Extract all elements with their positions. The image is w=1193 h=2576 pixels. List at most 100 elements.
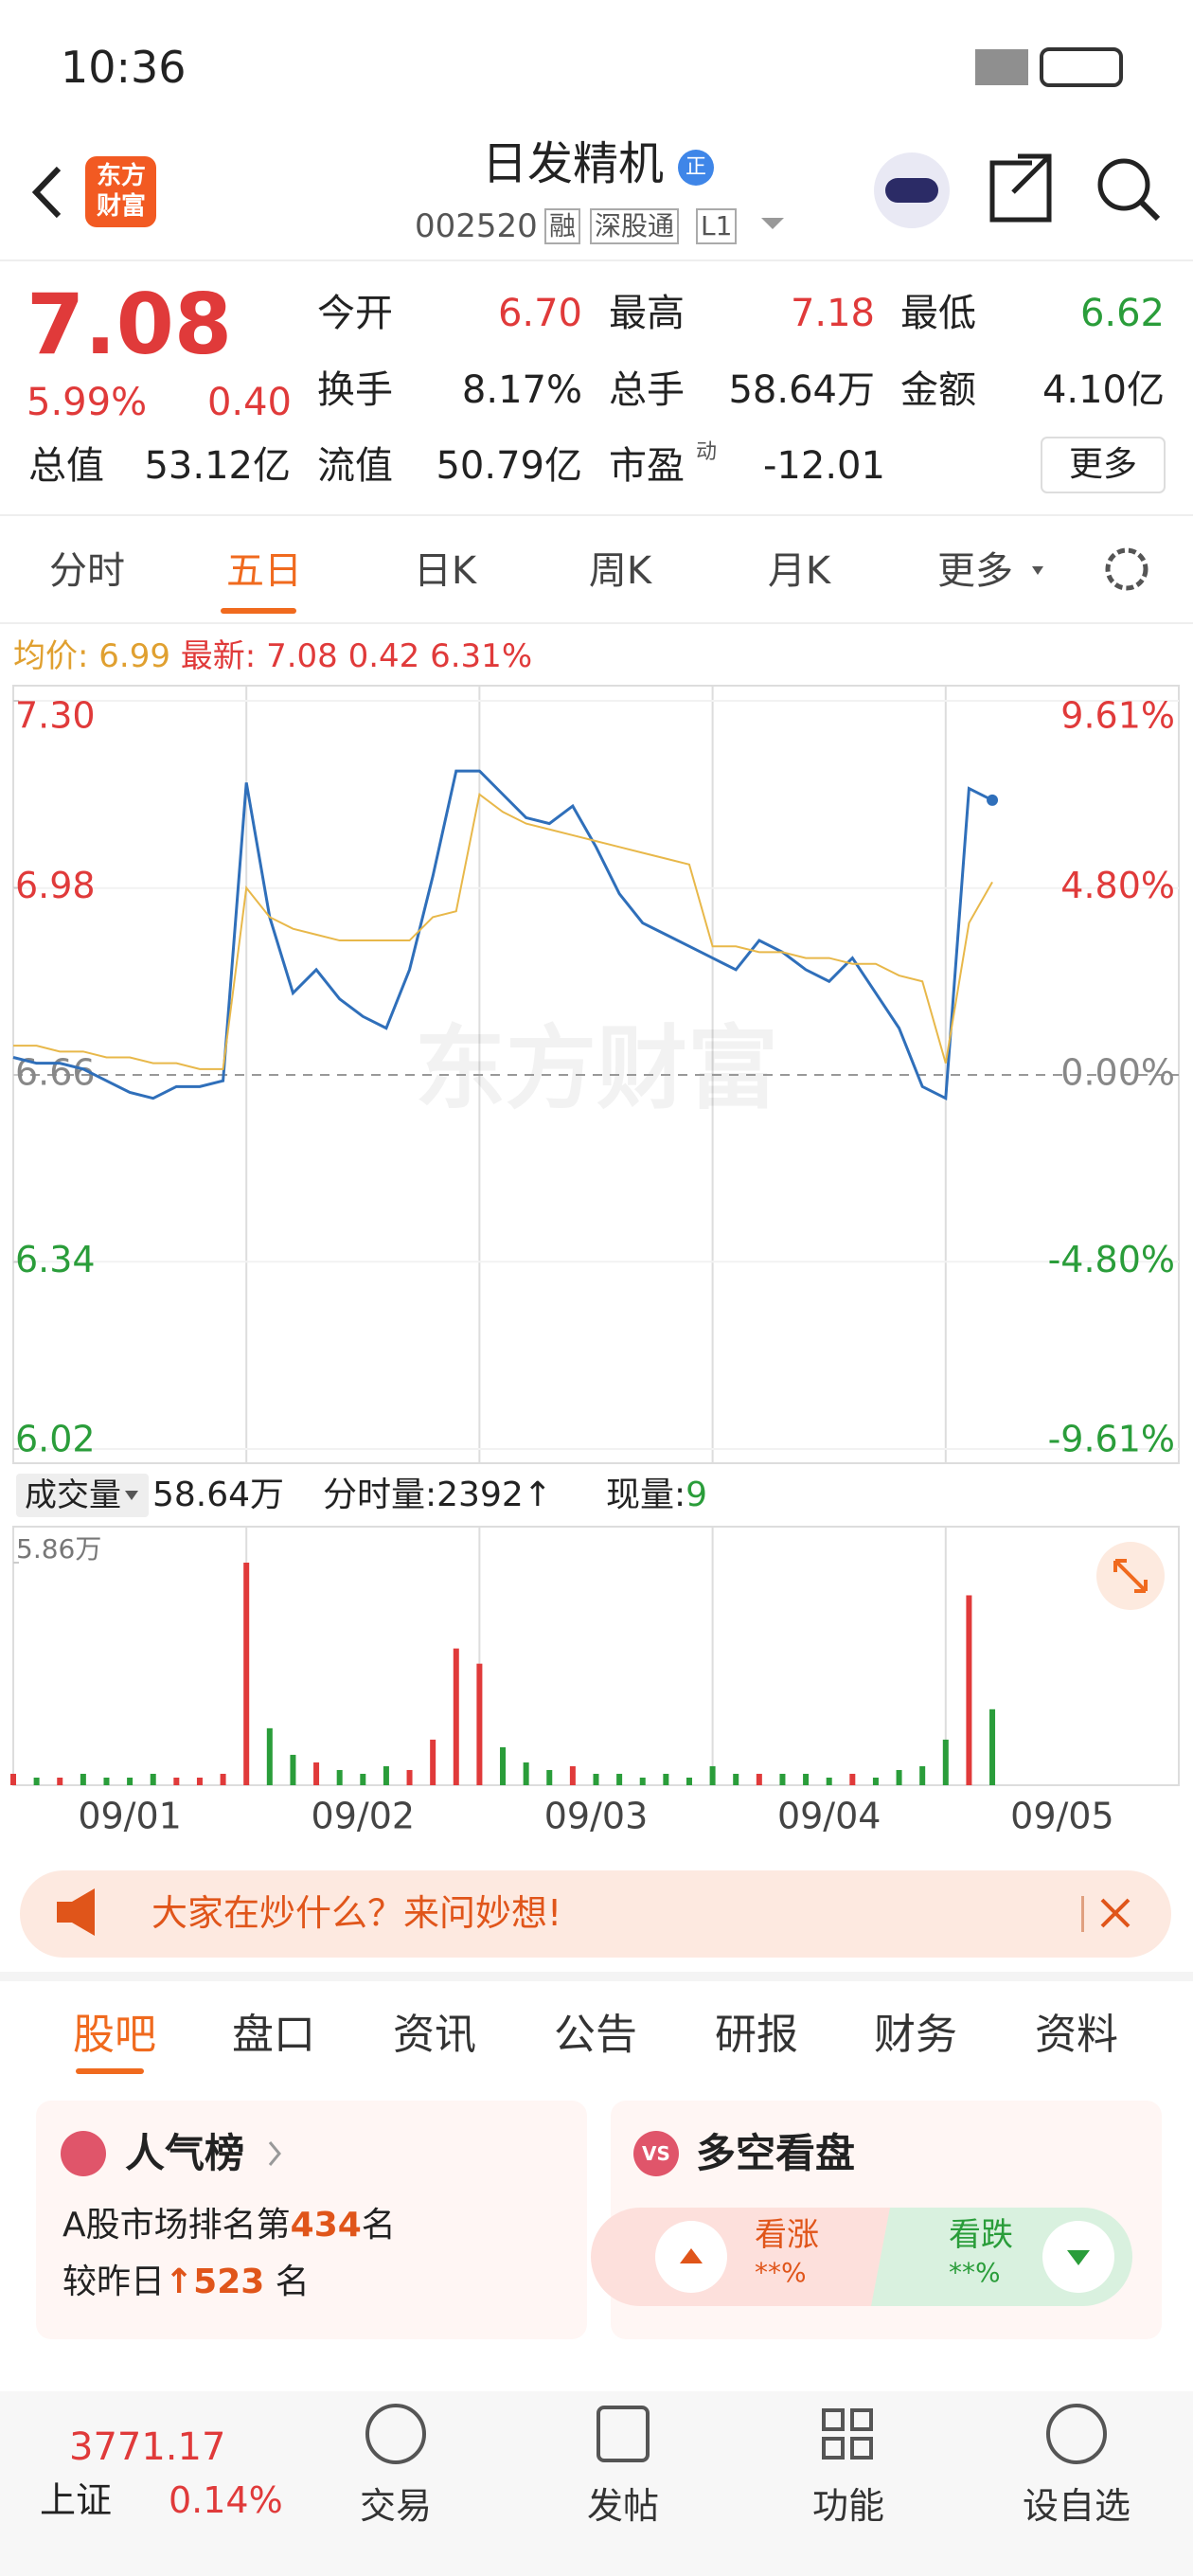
func-icon xyxy=(850,2408,873,2431)
sub-tab[interactable]: 公告 xyxy=(554,2011,637,2059)
index-name[interactable]: 上证 xyxy=(40,2479,113,2521)
tab[interactable]: 更多 xyxy=(937,549,1013,593)
latest-label: 最新: xyxy=(180,637,257,675)
card-title[interactable]: 多空看盘 xyxy=(696,2130,856,2176)
divider xyxy=(0,1972,1193,1981)
index-value[interactable]: 3771.17 xyxy=(69,2425,226,2469)
x-tick-label: 09/05 xyxy=(1010,1796,1114,1837)
banner-text[interactable]: 大家在炒什么？来问妙想! xyxy=(151,1892,562,1934)
volume-bar xyxy=(313,1762,320,1785)
rank-prefix: A股市场排名第 xyxy=(62,2206,291,2245)
y-tick-label: 6.66 xyxy=(15,1052,96,1094)
sub-tab[interactable]: 财务 xyxy=(874,2011,957,2059)
volume-bar xyxy=(266,1727,273,1785)
latest-change-pct: 6.31% xyxy=(430,637,533,675)
volume-bar xyxy=(569,1765,576,1785)
field-value: 6.70 xyxy=(497,292,582,335)
field-value: 7.18 xyxy=(790,292,875,335)
volume-bar xyxy=(733,1773,739,1785)
field-label: 换手 xyxy=(317,368,393,412)
tab[interactable]: 日K xyxy=(413,549,477,593)
y2-tick-label: -4.80% xyxy=(1048,1239,1175,1280)
y-tick-label: 6.02 xyxy=(15,1419,96,1460)
tab[interactable]: 分时 xyxy=(49,549,125,593)
volume-bar xyxy=(919,1765,926,1785)
pe-sup: 动 xyxy=(696,440,718,464)
y-tick-label: 6.34 xyxy=(15,1239,96,1280)
field-label: 流值 xyxy=(317,444,393,488)
rank-change: ↑523 xyxy=(165,2263,265,2301)
close-icon[interactable] xyxy=(1100,1898,1131,1928)
volume-selector[interactable] xyxy=(16,1474,149,1517)
banner-bg[interactable] xyxy=(20,1870,1171,1958)
separator xyxy=(1081,1896,1084,1932)
dropdown[interactable] xyxy=(761,218,784,229)
volume-bar xyxy=(756,1773,762,1785)
badge: 正 xyxy=(685,155,707,179)
field-label: 总手 xyxy=(609,368,685,412)
back-icon[interactable] xyxy=(31,166,62,219)
nav-item[interactable]: 交易 xyxy=(359,2485,433,2527)
sub-tab[interactable]: 研报 xyxy=(715,2011,798,2059)
tag: L1 xyxy=(696,208,738,244)
volume-bar xyxy=(57,1777,63,1785)
nav-item[interactable]: 设自选 xyxy=(1022,2485,1131,2527)
sub-tab[interactable]: 股吧 xyxy=(73,2011,156,2059)
avg: 6.99 xyxy=(98,637,170,675)
volume-frame xyxy=(12,1526,1180,1786)
volume-bar xyxy=(127,1777,134,1785)
volume-label[interactable]: 成交量 xyxy=(25,1476,121,1514)
card[interactable] xyxy=(36,2101,587,2339)
volume-bar xyxy=(663,1773,669,1785)
dropdown[interactable] xyxy=(1032,566,1043,575)
volume-bar xyxy=(453,1648,459,1785)
y-tick-label: 6.98 xyxy=(15,865,96,906)
index-change[interactable]: 0.14% xyxy=(169,2479,283,2521)
settings-icon[interactable] xyxy=(1105,547,1148,591)
volume-bar xyxy=(709,1765,716,1785)
more-button-label[interactable]: 更多 xyxy=(1068,445,1138,484)
logo: 东方 xyxy=(96,162,147,190)
volume-bar xyxy=(546,1769,553,1785)
sub-tab[interactable]: 盘口 xyxy=(232,2011,315,2059)
series-line xyxy=(13,792,993,1070)
volume-bar xyxy=(33,1777,40,1785)
bull-pct: **% xyxy=(755,2257,807,2288)
tab[interactable]: 五日 xyxy=(226,549,302,593)
last-point xyxy=(987,794,999,806)
tab[interactable]: 周K xyxy=(588,549,652,593)
nav-item[interactable]: 功能 xyxy=(811,2485,885,2527)
more-button[interactable] xyxy=(1041,437,1166,493)
sub-tab[interactable]: 资讯 xyxy=(393,2011,476,2059)
nav-item[interactable]: 发帖 xyxy=(586,2485,660,2527)
bear-pill[interactable] xyxy=(871,2208,1079,2306)
signal xyxy=(975,49,1028,85)
change: 0.40 xyxy=(206,381,292,424)
post-icon xyxy=(596,2406,650,2462)
volume-bar xyxy=(476,1663,483,1785)
field-value: 8.17% xyxy=(461,368,582,412)
search-icon[interactable] xyxy=(1097,158,1150,211)
share-icon[interactable] xyxy=(989,153,1052,223)
divider xyxy=(0,622,1193,624)
func-icon xyxy=(822,2408,845,2431)
volume-bar xyxy=(826,1777,832,1785)
func-icon xyxy=(850,2437,873,2460)
card-title[interactable]: 人气榜 xyxy=(125,2130,245,2176)
rank-line: A股市场排名第434名 xyxy=(62,2209,396,2243)
dropdown xyxy=(125,1491,138,1500)
logo: 财富 xyxy=(96,192,147,221)
volume-bar xyxy=(989,1708,996,1785)
chevron xyxy=(268,2141,281,2166)
sub-tab[interactable]: 资料 xyxy=(1035,2011,1118,2059)
field-label: 市盈 xyxy=(609,444,685,488)
field-label: 最低 xyxy=(900,292,976,335)
volume-bar xyxy=(896,1769,902,1785)
field-label: 金额 xyxy=(900,368,976,412)
tab[interactable]: 月K xyxy=(767,549,831,593)
volume-bar xyxy=(523,1762,529,1785)
logo-bg xyxy=(85,156,156,227)
volume-bar xyxy=(336,1769,343,1785)
volume-bar xyxy=(290,1754,296,1785)
